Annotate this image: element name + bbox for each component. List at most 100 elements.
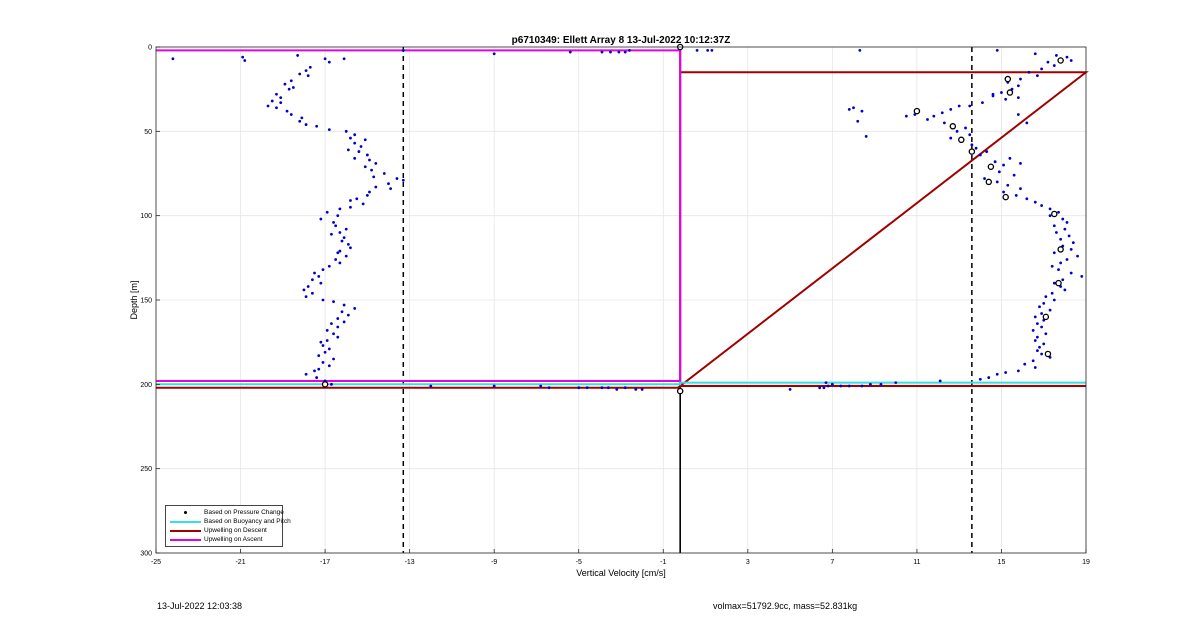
data-point (1040, 67, 1044, 71)
data-point (1071, 241, 1075, 245)
data-point (1057, 210, 1060, 214)
data-point (336, 214, 340, 218)
data-point (338, 249, 342, 253)
x-tick-label: -25 (151, 559, 161, 566)
data-point (1038, 305, 1041, 309)
data-point (349, 199, 352, 202)
data-point (949, 108, 953, 111)
x-tick-label: -5 (576, 559, 582, 566)
legend-label: Upwelling on Ascent (204, 536, 263, 543)
data-point (332, 221, 335, 224)
data-point (346, 313, 350, 317)
data-point (492, 52, 496, 56)
data-point (289, 79, 293, 83)
data-point (995, 48, 999, 52)
legend-label: Based on Buoyancy and Pitch (204, 518, 291, 525)
data-point (987, 376, 991, 379)
data-point (306, 285, 310, 288)
marker-point (913, 107, 921, 115)
data-point (1069, 248, 1073, 251)
data-point (974, 146, 978, 150)
data-point (1048, 214, 1052, 218)
scatter-points (171, 48, 1084, 391)
chart-title: p6710349: Ellett Array 8 13-Jul-2022 10:… (512, 35, 731, 46)
data-point (1044, 295, 1048, 299)
data-point (365, 194, 369, 197)
data-point (330, 382, 333, 386)
data-point (1035, 335, 1039, 339)
data-point (706, 48, 710, 52)
data-point (547, 386, 551, 390)
data-point (1059, 261, 1063, 265)
data-point (492, 384, 496, 388)
data-point (298, 119, 302, 123)
data-point (926, 118, 929, 121)
data-point (171, 57, 175, 61)
data-point (1016, 113, 1020, 116)
data-point (1067, 234, 1071, 238)
data-point (1025, 121, 1029, 125)
data-point (361, 202, 365, 206)
data-point (1012, 173, 1016, 177)
data-point (1014, 194, 1018, 197)
data-point (968, 104, 972, 108)
data-point (1035, 74, 1039, 78)
data-point (1050, 264, 1054, 268)
data-point (334, 224, 338, 228)
data-point (1040, 325, 1044, 329)
data-point (978, 377, 982, 381)
data-point (330, 322, 333, 326)
data-point (332, 300, 335, 304)
data-point (340, 239, 344, 243)
data-point (321, 268, 325, 272)
data-point (344, 129, 348, 133)
data-point (336, 335, 340, 339)
data-point (311, 278, 314, 282)
data-point (336, 251, 340, 255)
series-lines (156, 48, 1089, 389)
data-point (1052, 251, 1056, 255)
data-point (983, 177, 986, 180)
data-point (955, 129, 959, 133)
data-point (628, 48, 631, 52)
x-tick-label: 11 (913, 559, 920, 566)
data-point (401, 178, 405, 182)
data-point (304, 295, 308, 299)
data-point (304, 372, 308, 376)
marker-point (958, 136, 965, 144)
legend-item-pressure: Based on Pressure Change (168, 508, 284, 517)
data-point (1008, 156, 1012, 160)
data-point (970, 143, 974, 147)
data-point (287, 87, 291, 91)
data-point (839, 384, 843, 388)
data-point (327, 60, 331, 64)
data-point (304, 69, 308, 73)
data-point (1052, 64, 1056, 67)
data-point (344, 254, 348, 258)
data-point (995, 372, 999, 376)
footer-timestamp: 13-Jul-2022 12:03:38 (157, 601, 243, 611)
data-point (344, 227, 348, 231)
data-point (615, 387, 619, 391)
data-point (1080, 274, 1084, 278)
data-point (932, 114, 936, 118)
data-point (995, 180, 999, 184)
data-point (241, 55, 245, 59)
data-point (997, 170, 1001, 174)
data-point (824, 381, 828, 385)
marker-point (1057, 57, 1064, 64)
data-point (342, 320, 346, 324)
data-point (964, 126, 967, 130)
data-point (1035, 322, 1039, 326)
data-point (368, 158, 371, 162)
data-point (342, 303, 346, 307)
data-point (852, 106, 855, 110)
data-point (1016, 369, 1020, 373)
data-point (539, 384, 543, 388)
data-point (949, 136, 953, 140)
y-tick-label: 300 (140, 551, 152, 558)
data-point (1040, 352, 1044, 356)
data-point (374, 185, 378, 189)
data-point (1040, 312, 1044, 315)
data-point (1061, 278, 1065, 282)
